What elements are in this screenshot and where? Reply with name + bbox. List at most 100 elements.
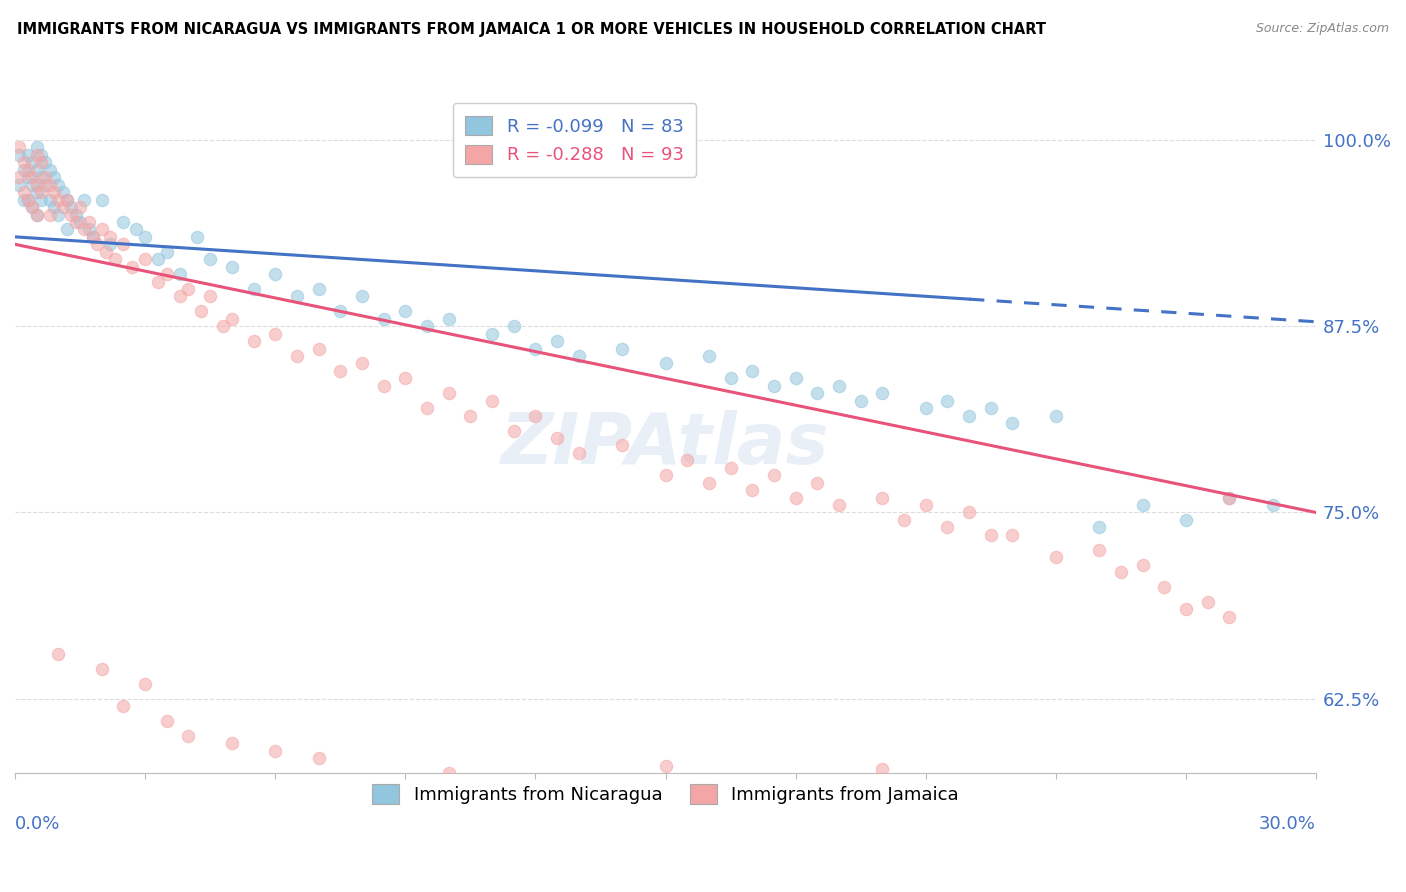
Point [221,260,243,274]
Point [30,148,52,162]
Point [65,215,87,229]
Point [1132,498,1154,512]
Point [1261,498,1284,512]
Point [697,475,720,490]
Point [90,662,112,676]
Point [1153,580,1175,594]
Point [13,155,35,169]
Point [1109,565,1132,579]
Point [25,162,48,177]
Point [169,267,191,281]
Point [720,460,742,475]
Point [1045,550,1067,565]
Point [264,326,287,341]
Point [17,193,39,207]
Point [828,498,851,512]
Point [177,729,200,743]
Text: 30.0%: 30.0% [1260,815,1316,833]
Point [8,148,31,162]
Point [242,282,264,296]
Point [720,371,742,385]
Point [394,371,416,385]
Point [502,319,524,334]
Point [56,222,79,236]
Point [73,193,96,207]
Point [48,193,70,207]
Point [134,252,156,267]
Point [30,193,52,207]
Point [38,178,60,192]
Point [48,178,70,192]
Point [350,289,373,303]
Point [612,342,634,356]
Point [546,334,568,348]
Point [264,267,287,281]
Point [8,170,31,185]
Point [13,193,35,207]
Point [957,409,980,423]
Point [86,237,108,252]
Point [21,200,44,214]
Point [980,401,1002,416]
Point [221,736,243,750]
Point [112,237,135,252]
Point [524,342,547,356]
Point [481,326,503,341]
Point [741,483,763,497]
Point [112,699,135,714]
Point [25,178,48,192]
Point [762,379,785,393]
Point [221,311,243,326]
Point [416,401,439,416]
Point [308,282,330,296]
Point [34,170,56,185]
Point [329,304,352,318]
Point [25,185,48,199]
Point [25,207,48,221]
Point [186,230,208,244]
Point [373,311,395,326]
Point [21,170,44,185]
Point [21,200,44,214]
Point [893,513,915,527]
Point [676,453,699,467]
Point [914,401,936,416]
Point [21,178,44,192]
Point [308,751,330,765]
Point [1174,513,1197,527]
Point [285,289,308,303]
Point [1088,542,1111,557]
Point [77,215,100,229]
Point [90,222,112,236]
Point [134,677,156,691]
Text: ZIPAtlas: ZIPAtlas [502,409,830,479]
Point [198,289,221,303]
Point [17,148,39,162]
Point [60,200,83,214]
Point [1045,409,1067,423]
Point [94,244,117,259]
Point [1001,528,1024,542]
Point [77,222,100,236]
Point [25,207,48,221]
Text: 0.0%: 0.0% [15,815,60,833]
Point [17,193,39,207]
Point [156,714,179,728]
Point [69,200,91,214]
Point [42,185,65,199]
Point [394,304,416,318]
Point [741,364,763,378]
Point [980,528,1002,542]
Point [25,148,48,162]
Point [502,424,524,438]
Point [329,364,352,378]
Point [42,170,65,185]
Point [177,282,200,296]
Point [56,193,79,207]
Point [697,349,720,363]
Point [13,162,35,177]
Point [849,393,872,408]
Point [308,342,330,356]
Point [52,200,75,214]
Point [264,744,287,758]
